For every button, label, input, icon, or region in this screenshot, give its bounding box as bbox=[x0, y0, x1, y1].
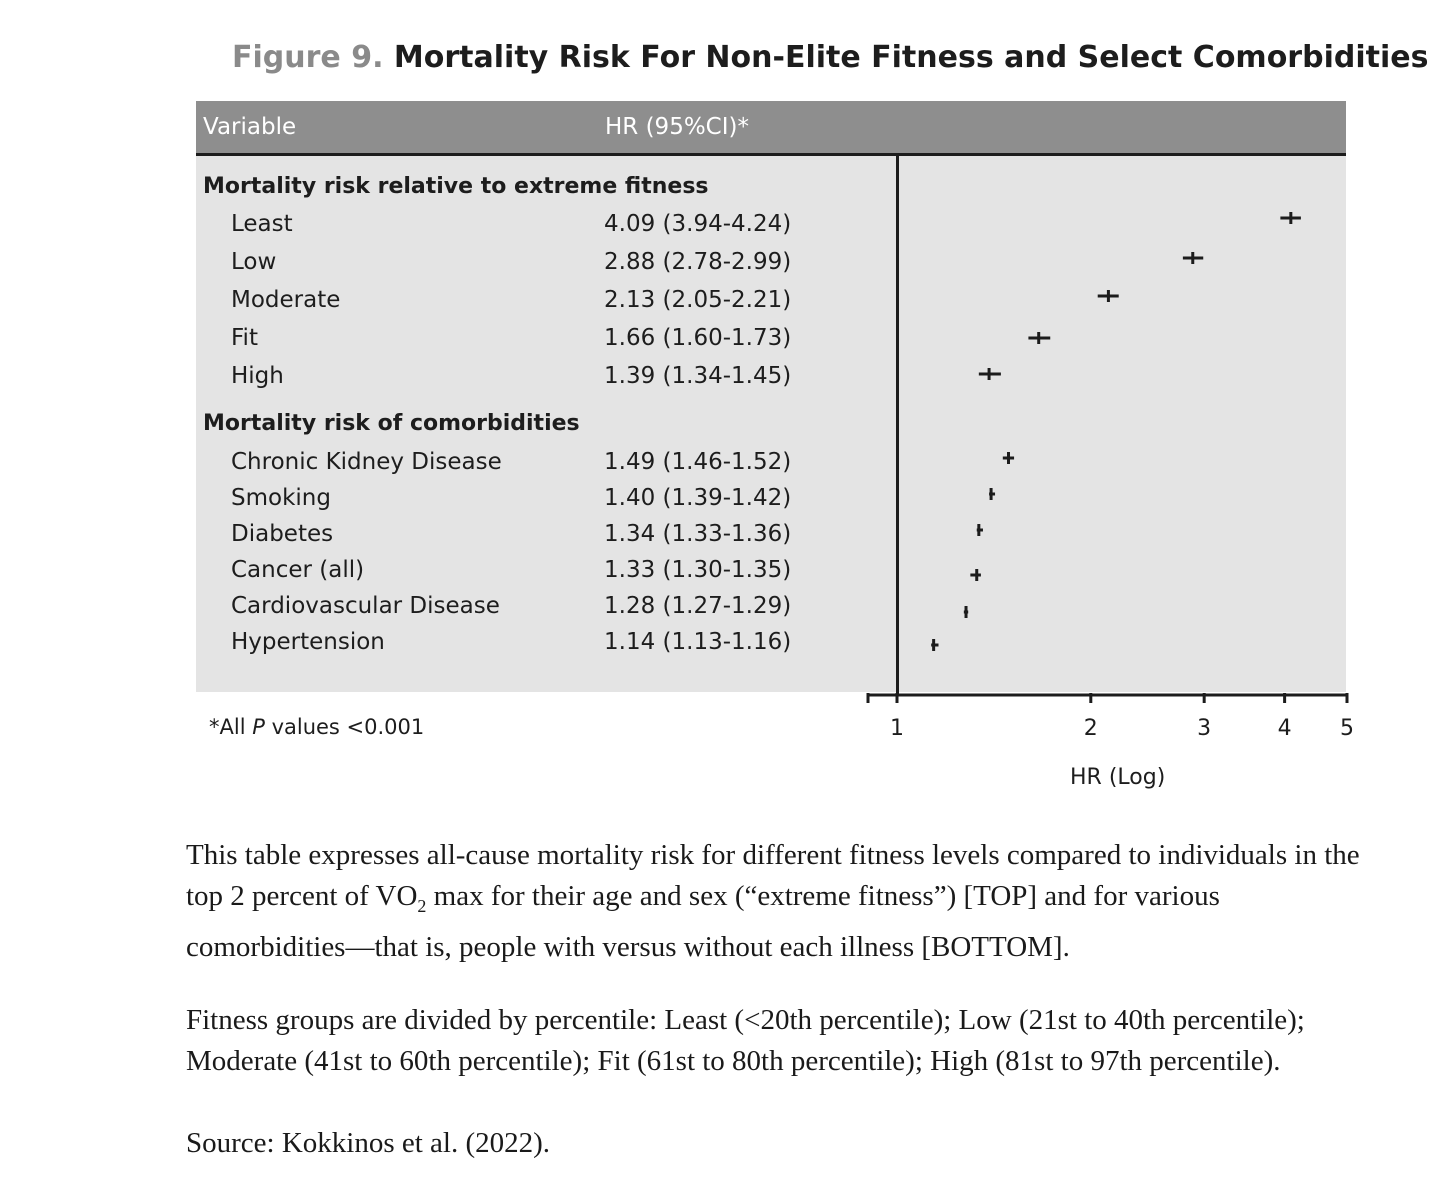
table-header: Variable HR (95%CI)* bbox=[196, 101, 1346, 156]
point-marker bbox=[1028, 332, 1051, 344]
caption-paragraph-2: Fitness groups are divided by percentile… bbox=[186, 1004, 1305, 1077]
row-label: Fit bbox=[231, 325, 258, 351]
point-marker bbox=[1182, 252, 1204, 264]
row-label: Cancer (all) bbox=[231, 557, 365, 583]
point-marker bbox=[963, 606, 969, 618]
row-label: Chronic Kidney Disease bbox=[231, 449, 502, 475]
row-value: 1.34 (1.33-1.36) bbox=[604, 521, 792, 547]
row-value: 1.49 (1.46-1.52) bbox=[604, 449, 792, 475]
point-marker bbox=[978, 368, 1001, 380]
x-axis-label: HR (Log) bbox=[1070, 765, 1166, 790]
x-tick-label: 3 bbox=[1197, 716, 1211, 741]
row-label: Low bbox=[231, 249, 277, 275]
x-tick-label: 1 bbox=[890, 716, 904, 741]
caption-source: Source: Kokkinos et al. (2022). bbox=[186, 1127, 551, 1159]
row-value: 2.13 (2.05-2.21) bbox=[604, 287, 792, 313]
row-value: 1.14 (1.13-1.16) bbox=[604, 629, 792, 655]
col-hr-header: HR (95%CI)* bbox=[605, 114, 749, 140]
row-value: 2.88 (2.78-2.99) bbox=[604, 249, 792, 275]
row-value: 1.40 (1.39-1.42) bbox=[604, 485, 792, 511]
point-marker bbox=[989, 488, 996, 500]
x-tick-label: 5 bbox=[1340, 716, 1354, 741]
figure-label: Figure 9. bbox=[232, 40, 384, 75]
point-marker bbox=[970, 569, 981, 581]
caption-paragraph-1: This table expresses all-cause mortality… bbox=[186, 839, 1360, 963]
row-value: 1.66 (1.60-1.73) bbox=[604, 325, 792, 351]
point-marker bbox=[976, 524, 983, 536]
section-heading-fitness: Mortality risk relative to extreme fitne… bbox=[203, 174, 709, 199]
row-value: 1.28 (1.27-1.29) bbox=[604, 593, 792, 619]
row-label: Diabetes bbox=[231, 521, 334, 547]
point-marker bbox=[931, 639, 939, 651]
row-label: Cardiovascular Disease bbox=[231, 593, 500, 619]
footnote: *All P values <0.001 bbox=[209, 715, 425, 739]
row-value: 1.39 (1.34-1.45) bbox=[604, 363, 792, 389]
figure-title: Figure 9. Mortality Risk For Non-Elite F… bbox=[232, 40, 1428, 75]
row-value: 4.09 (3.94-4.24) bbox=[604, 211, 792, 237]
x-tick-label: 2 bbox=[1084, 716, 1098, 741]
figure-title-text: Mortality Risk For Non-Elite Fitness and… bbox=[393, 40, 1429, 75]
section-heading-comorbidities: Mortality risk of comorbidities bbox=[203, 411, 580, 436]
x-tick-label: 4 bbox=[1278, 716, 1292, 741]
row-label: Smoking bbox=[231, 485, 331, 511]
forest-plot: 1 2 3 4 5 bbox=[866, 212, 1354, 741]
point-marker bbox=[1280, 212, 1301, 224]
row-label: Moderate bbox=[231, 287, 341, 313]
point-marker bbox=[1002, 452, 1015, 464]
table-panel bbox=[196, 101, 1346, 692]
row-value: 1.33 (1.30-1.35) bbox=[604, 557, 792, 583]
point-marker bbox=[1097, 290, 1119, 302]
row-label: Hypertension bbox=[231, 629, 385, 655]
row-label: High bbox=[231, 363, 284, 389]
col-variable-header: Variable bbox=[203, 114, 297, 140]
reference-line bbox=[896, 156, 899, 694]
row-label: Least bbox=[231, 211, 293, 237]
